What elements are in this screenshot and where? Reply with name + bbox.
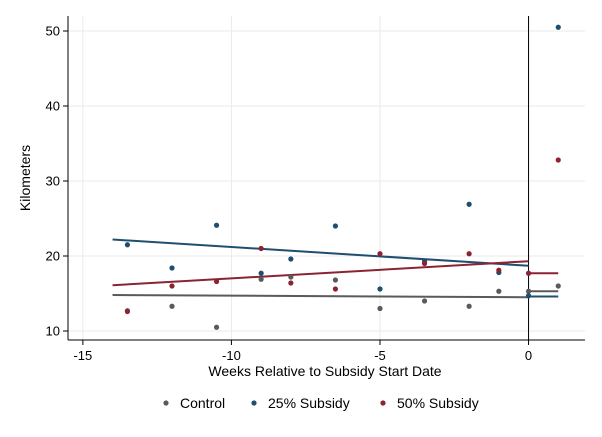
control-fit-pre-line: [112, 294, 529, 299]
legend-label-25-subsidy: 25% Subsidy: [268, 395, 350, 411]
25-subsidy-point: [332, 223, 339, 229]
50-subsidy-point: [377, 251, 383, 257]
control-point: [525, 288, 532, 294]
control-point: [555, 283, 561, 289]
data-points: [124, 24, 561, 330]
50-subsidy-fit-pre-line: [112, 260, 529, 287]
legend-marker-50-subsidy: [380, 400, 386, 406]
50-subsidy-point: [258, 245, 264, 252]
legend: Control 25% Subsidy 50% Subsidy: [163, 395, 479, 411]
50-subsidy-point: [213, 278, 220, 285]
legend-marker-control: [163, 400, 169, 406]
control-point: [377, 305, 383, 312]
50-subsidy-point: [466, 251, 472, 257]
control-point: [169, 303, 175, 309]
50-subsidy-point: [169, 283, 175, 289]
tick-labels: 10 20 30 40 50 -15 -10 -5 0: [46, 24, 533, 364]
x-tick-label: -10: [222, 348, 241, 363]
25-subsidy-point: [258, 270, 264, 276]
50-subsidy-point: [555, 157, 561, 163]
25-subsidy-point: [213, 222, 220, 228]
fit-lines: [112, 238, 559, 299]
50-subsidy-point: [332, 286, 339, 292]
control-point: [258, 276, 264, 282]
control-point: [288, 274, 294, 280]
x-tick-label: 0: [525, 348, 532, 363]
y-tick-label: 10: [46, 324, 60, 339]
25-subsidy-point: [525, 293, 532, 299]
control-point: [213, 324, 220, 330]
50-subsidy-point: [525, 270, 532, 276]
50-subsidy-point: [288, 280, 294, 286]
25-subsidy-point: [124, 242, 131, 248]
25-subsidy-fit-pre-line: [112, 238, 529, 267]
x-tick-label: -5: [374, 348, 386, 363]
legend-label-50-subsidy: 50% Subsidy: [397, 395, 479, 411]
control-point: [332, 277, 339, 283]
y-axis-title: Kilometers: [17, 145, 33, 211]
y-tick-label: 40: [46, 99, 60, 114]
control-point: [496, 288, 502, 294]
25-subsidy-point: [466, 201, 472, 207]
50-subsidy-point: [421, 260, 428, 267]
legend-label-control: Control: [180, 395, 225, 411]
25-subsidy-point: [377, 286, 383, 292]
x-tick-label: -15: [73, 348, 92, 363]
y-tick-label: 50: [46, 24, 60, 39]
legend-marker-25-subsidy: [251, 400, 257, 406]
25-subsidy-point: [288, 256, 294, 262]
50-subsidy-point: [496, 267, 502, 273]
axes: [63, 16, 585, 345]
y-tick-label: 20: [46, 249, 60, 264]
50-subsidy-point: [124, 308, 131, 315]
y-tick-label: 30: [46, 174, 60, 189]
control-point: [421, 298, 428, 304]
25-subsidy-point: [169, 265, 175, 271]
25-subsidy-point: [555, 24, 561, 30]
control-point: [466, 303, 472, 309]
x-axis-title: Weeks Relative to Subsidy Start Date: [208, 363, 441, 379]
